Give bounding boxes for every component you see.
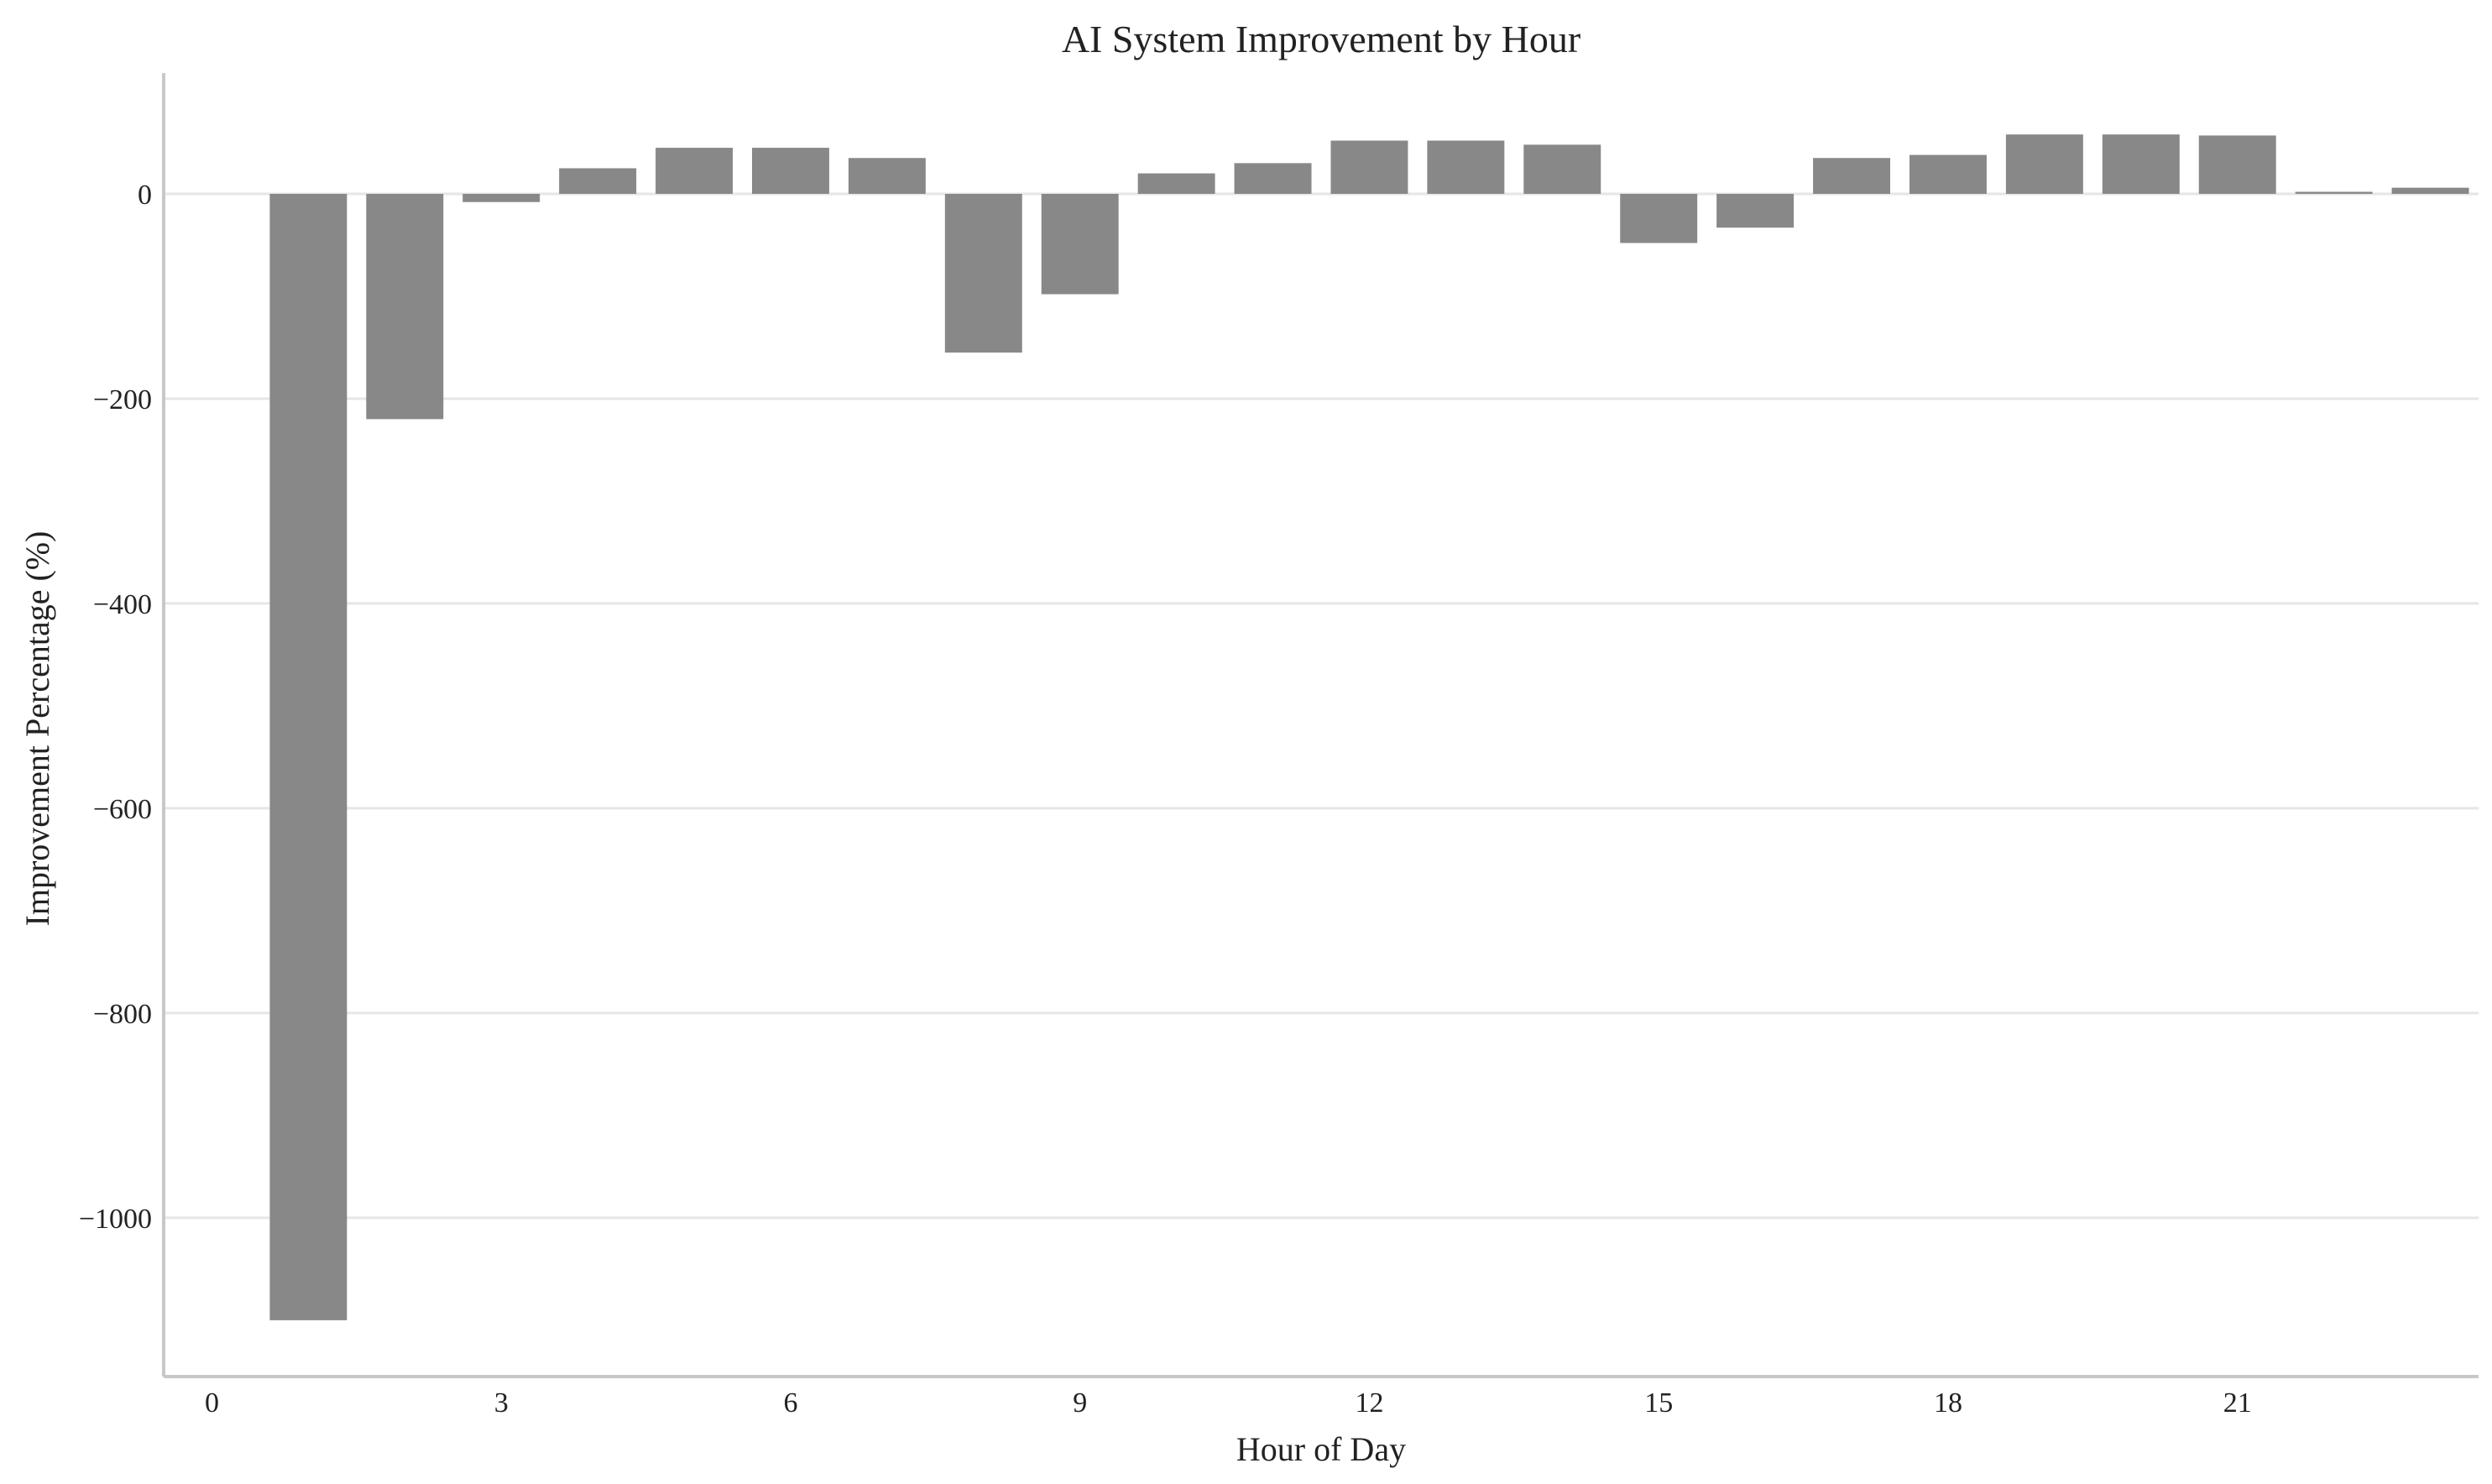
ticks-layer: 0 −200 −400 −600 −800 −1000 0 3 6 9 12 15 18 21 (79, 180, 2252, 1419)
bar-hour-14 (1523, 144, 1601, 194)
axes-layer (162, 73, 2479, 1378)
bar-hour-22 (2295, 191, 2373, 194)
x-axis-label: Hour of Day (1236, 1430, 1406, 1468)
grid-layer (164, 192, 2479, 1220)
bar-hour-16 (1716, 193, 1795, 228)
bar-hour-10 (1137, 173, 1215, 194)
bar-hour-20 (2102, 134, 2180, 194)
bar-hour-5 (656, 148, 734, 194)
y-tick-label: −200 (93, 384, 152, 415)
y-tick-label: 0 (138, 180, 152, 211)
bar-hour-13 (1427, 140, 1505, 194)
bar-hour-19 (2005, 134, 2083, 194)
bar-hour-1 (269, 193, 347, 1320)
bar-hour-15 (1620, 193, 1698, 243)
bar-hour-2 (366, 193, 444, 420)
chart-title: AI System Improvement by Hour (1062, 18, 1580, 60)
y-tick-label: −1000 (79, 1204, 152, 1235)
x-tick-label: 12 (1355, 1387, 1383, 1419)
bars-layer (269, 134, 2469, 1320)
x-tick-label: 9 (1073, 1387, 1087, 1419)
bar-hour-21 (2198, 135, 2276, 194)
x-tick-label: 6 (783, 1387, 797, 1419)
bar-hour-4 (559, 168, 637, 194)
x-tick-label: 0 (205, 1387, 219, 1419)
bar-hour-7 (848, 158, 926, 194)
bar-hour-23 (2391, 187, 2469, 194)
bar-hour-18 (1909, 154, 1987, 194)
x-tick-label: 3 (494, 1387, 509, 1419)
bar-hour-12 (1330, 140, 1408, 194)
y-tick-label: −800 (93, 999, 152, 1030)
y-tick-label: −400 (93, 589, 152, 620)
bar-hour-3 (462, 193, 541, 202)
y-axis-label: Improvement Percentage (%) (18, 531, 56, 927)
bar-hour-8 (944, 193, 1022, 353)
y-tick-label: −600 (93, 794, 152, 825)
x-tick-label: 15 (1644, 1387, 1673, 1419)
bar-hour-6 (751, 148, 829, 194)
bar-hour-9 (1041, 193, 1119, 295)
x-tick-label: 21 (2223, 1387, 2252, 1419)
x-tick-label: 18 (1934, 1387, 1962, 1419)
bar-hour-17 (1813, 158, 1891, 194)
bar-hour-11 (1234, 163, 1312, 194)
